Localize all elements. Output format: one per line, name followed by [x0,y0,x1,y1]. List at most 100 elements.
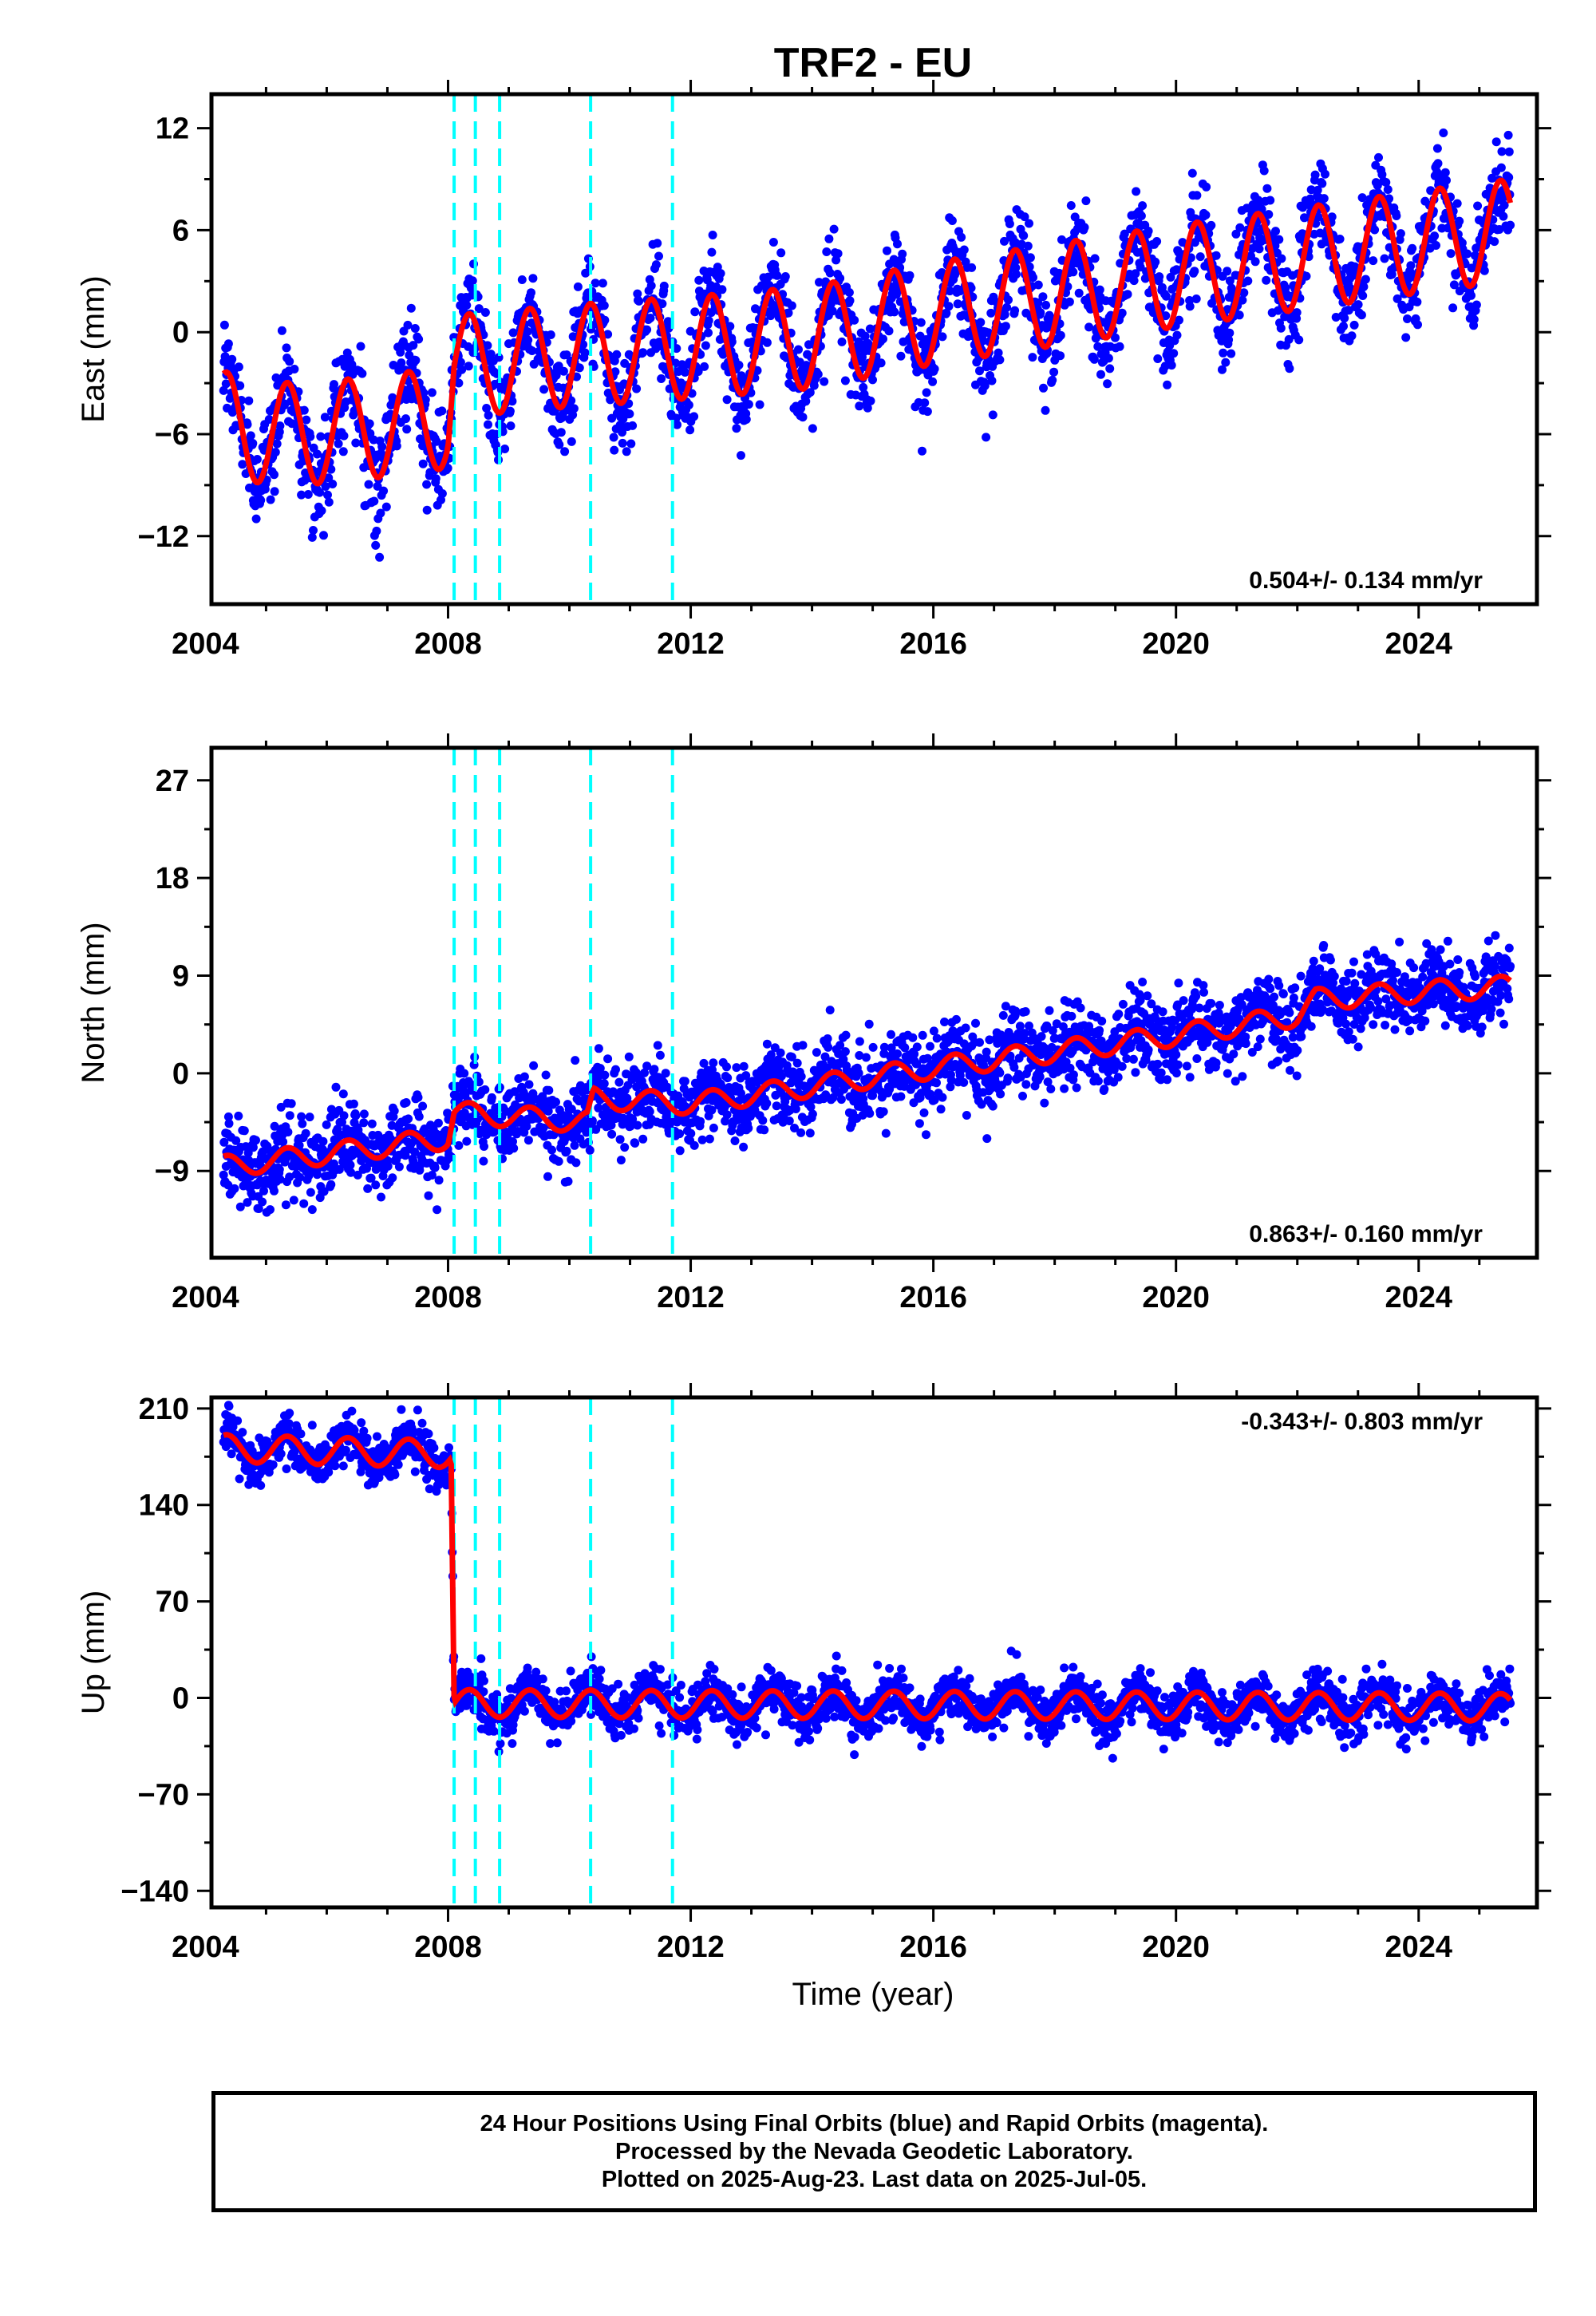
data-point [866,396,875,405]
data-point [600,315,610,325]
data-point [397,358,406,368]
data-point [418,459,428,468]
data-point [464,362,473,371]
data-point [479,1156,488,1166]
data-point [879,1107,888,1117]
data-point [281,1200,290,1210]
data-point [951,1014,961,1024]
data-point [1439,128,1448,137]
data-point [1041,300,1051,310]
data-point [1321,169,1329,179]
data-point [1446,249,1456,259]
data-point [1499,211,1508,221]
data-point [484,410,493,420]
data-point [579,340,588,350]
data-point [270,1121,279,1131]
x-tick-label: 2020 [1142,627,1210,661]
x-tick-label: 2024 [1385,627,1452,661]
data-point [422,505,432,515]
data-point [410,324,420,333]
data-point [861,1053,871,1062]
data-point [505,406,515,416]
data-point [744,400,753,409]
data-point [1144,1045,1153,1054]
data-point [1132,187,1141,196]
data-point [235,381,245,390]
data-point [642,325,652,334]
data-point [313,1170,322,1180]
data-point [758,1116,768,1125]
data-point [1310,170,1320,180]
data-point [1357,310,1366,320]
data-point [603,1054,613,1064]
data-point [555,440,564,449]
data-point [523,335,533,345]
data-point [219,385,228,395]
data-point [573,282,583,291]
data-point [1349,1020,1359,1029]
data-point [483,341,492,350]
data-point [1313,185,1322,195]
data-point [307,1205,317,1215]
x-tick-label: 2008 [414,627,482,661]
data-point [1231,229,1241,239]
data-point [618,438,627,448]
data-point [1300,213,1309,223]
data-point [414,1112,424,1121]
data-point [227,354,237,364]
data-point [541,1070,551,1080]
data-point [1347,968,1357,978]
data-point [796,1072,806,1081]
data-point [912,1059,922,1069]
data-point [318,1136,328,1146]
data-point [985,1035,994,1045]
data-point [324,473,334,483]
data-point [319,531,328,540]
data-point [929,1026,938,1036]
data-point [527,288,535,298]
data-point [755,400,764,409]
data-point [1359,282,1369,291]
data-point [930,1095,939,1105]
data-point [258,1197,267,1207]
data-point [1000,310,1009,319]
data-point [562,1132,571,1142]
data-point [1408,243,1417,253]
data-point [798,413,808,422]
data-point [953,299,962,309]
data-point [1136,211,1146,220]
data-point [977,1100,986,1109]
data-point [1491,137,1501,147]
data-point [381,502,391,512]
data-point [1171,1069,1181,1078]
data-point [1432,241,1440,250]
data-point [850,315,859,325]
data-point [836,1041,845,1050]
data-point [279,1137,288,1147]
data-point [1413,320,1422,330]
data-point [1020,1029,1029,1038]
data-point [301,1128,310,1138]
y-tick-label: −12 [138,520,189,554]
data-point [1172,330,1182,340]
data-point [1225,276,1235,286]
data-point [808,424,817,433]
data-point [509,1144,519,1153]
data-point [259,1186,268,1196]
data-point [500,445,510,453]
data-point [1096,370,1105,379]
data-point [581,268,591,278]
data-point [264,415,274,424]
data-point [653,239,662,248]
data-point [235,1202,245,1211]
data-point [1239,288,1249,298]
data-point [309,526,318,535]
data-point [468,276,477,286]
data-point [1369,256,1378,266]
data-point [351,1111,361,1120]
data-point [299,1199,309,1208]
data-point [285,1111,294,1120]
data-point [905,271,915,280]
data-point [1137,1019,1147,1029]
